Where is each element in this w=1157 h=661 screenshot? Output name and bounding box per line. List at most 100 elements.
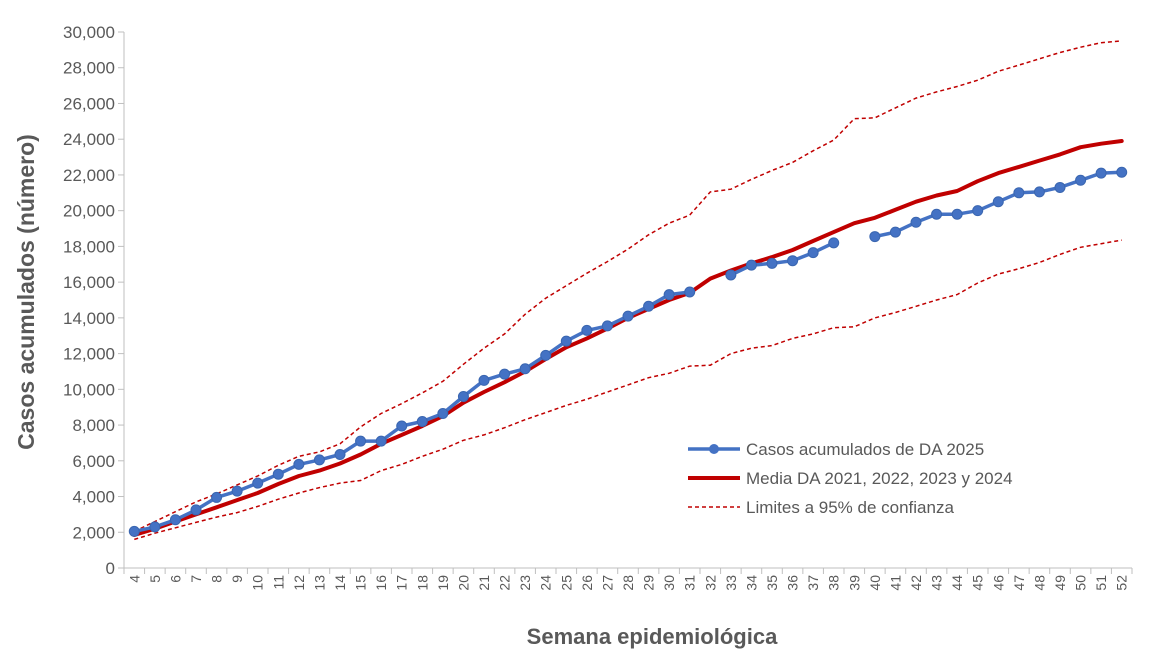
cases-point [725, 269, 737, 281]
cases-line [133, 290, 690, 534]
x-tick-label: 46 [990, 575, 1006, 591]
legend-label: Media DA 2021, 2022, 2023 y 2024 [746, 469, 1013, 488]
x-tick-label: 17 [394, 575, 410, 591]
x-tick-label: 22 [497, 575, 513, 591]
series-3 [134, 239, 1122, 541]
x-tick-label: 38 [826, 575, 842, 591]
cases-point [437, 407, 449, 419]
y-tick-label: 22,000 [63, 166, 115, 185]
legend-label: Limites a 95% de confianza [746, 498, 954, 517]
cases-point [745, 259, 757, 271]
y-tick-label: 4,000 [72, 488, 115, 507]
x-tick-label: 33 [723, 575, 739, 591]
cases-point [169, 514, 181, 526]
series-layer [128, 40, 1128, 541]
x-tick-label: 16 [373, 575, 389, 591]
x-axis: 4 5 6 7 8 9 10 11 12 13 14 15 16 17 18 19 20 21 22 23 24 25 26… [123, 567, 1133, 591]
x-tick-label: 5 [147, 575, 163, 583]
cases-point [396, 420, 408, 432]
x-tick-label: 9 [229, 575, 245, 583]
x-tick-label: 11 [270, 575, 286, 590]
y-tick-label: 24,000 [63, 130, 115, 149]
x-tick-label: 32 [702, 575, 718, 591]
y-tick-label: 12,000 [63, 345, 115, 364]
x-tick-label: 39 [846, 575, 862, 591]
x-tick-label: 23 [517, 575, 533, 591]
cases-point [293, 458, 305, 470]
y-tick-label: 20,000 [63, 202, 115, 221]
y-tick-label: 18,000 [63, 237, 115, 256]
legend-label: Casos acumulados de DA 2025 [746, 440, 984, 459]
x-tick-label: 21 [476, 575, 492, 591]
x-tick-label: 43 [929, 575, 945, 591]
cases-point [972, 205, 984, 217]
y-tick-label: 26,000 [63, 94, 115, 113]
x-tick-label: 50 [1073, 575, 1089, 591]
x-tick-label: 18 [414, 575, 430, 591]
cases-point [540, 349, 552, 361]
x-tick-label: 41 [887, 575, 903, 591]
x-tick-label: 40 [867, 575, 883, 591]
cases-point [766, 257, 778, 269]
x-tick-label: 30 [661, 575, 677, 591]
x-tick-label: 45 [970, 575, 986, 591]
cases-point [313, 454, 325, 466]
cases-point [519, 363, 531, 375]
cases-point [375, 435, 387, 447]
y-axis: 0 2,000 4,000 6,000 8,000 10,000 12,000 14,000 1… [63, 23, 125, 578]
x-tick-label: 4 [126, 575, 142, 583]
x-tick-label: 14 [332, 575, 348, 591]
y-tick-label: 28,000 [63, 59, 115, 78]
x-tick-label: 44 [949, 575, 965, 591]
cases-point [663, 289, 675, 301]
x-tick-label: 27 [599, 575, 615, 591]
cases-point [1116, 166, 1128, 178]
cases-point [272, 468, 284, 480]
cases-point [560, 335, 572, 347]
y-tick-label: 30,000 [63, 23, 115, 42]
cases-line [730, 241, 835, 277]
x-tick-label: 6 [167, 575, 183, 583]
cases-point [931, 208, 943, 220]
cases-point [1075, 174, 1087, 186]
cases-point [910, 216, 922, 228]
cases-point [478, 374, 490, 386]
x-tick-label: 37 [805, 575, 821, 591]
x-tick-label: 48 [1031, 575, 1047, 591]
x-tick-label: 47 [1011, 575, 1027, 591]
x-tick-label: 34 [743, 575, 759, 591]
x-tick-label: 52 [1114, 575, 1130, 591]
y-tick-label: 2,000 [72, 523, 115, 542]
y-tick-label: 16,000 [63, 273, 115, 292]
cases-point [1013, 187, 1025, 199]
x-tick-label: 12 [291, 575, 307, 591]
x-axis-title: Semana epidemiológica [527, 624, 778, 649]
x-tick-label: 35 [764, 575, 780, 591]
cases-point [252, 477, 264, 489]
y-tick-label: 8,000 [72, 416, 115, 435]
cases-point [601, 320, 613, 332]
cases-point [1033, 186, 1045, 198]
cases-point [787, 255, 799, 267]
confidence-limit-line [134, 239, 1122, 541]
cases-point [869, 231, 881, 243]
cases-point [190, 504, 202, 516]
x-tick-label: 29 [641, 575, 657, 591]
cases-point [149, 521, 161, 533]
x-tick-label: 15 [353, 575, 369, 591]
cases-point [499, 368, 511, 380]
x-tick-label: 51 [1093, 575, 1109, 591]
cases-point [828, 237, 840, 249]
y-axis-title: Casos acumulados (número) [13, 134, 39, 450]
cases-point [684, 286, 696, 298]
x-tick-label: 8 [209, 575, 225, 583]
cases-point [128, 525, 140, 537]
cases-point [211, 491, 223, 503]
y-tick-label: 14,000 [63, 309, 115, 328]
x-tick-label: 42 [908, 575, 924, 591]
x-tick-label: 25 [558, 575, 574, 591]
cases-point [334, 449, 346, 461]
x-tick-label: 19 [435, 575, 451, 591]
cases-point [992, 196, 1004, 208]
